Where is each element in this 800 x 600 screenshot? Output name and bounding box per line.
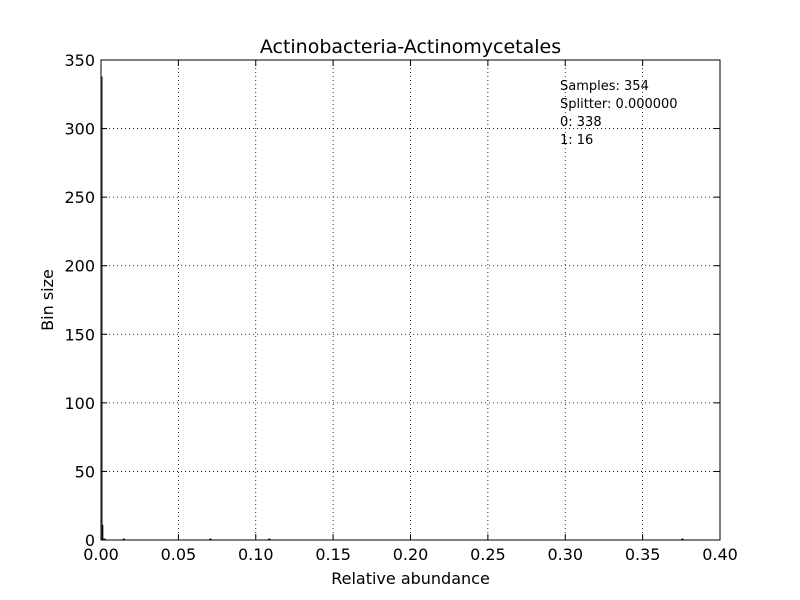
x-tick-label-8: 0.40 — [702, 545, 738, 564]
axis-ticks: 0.00 0.05 0.10 0.15 0.20 0.25 0.30 0.35 0.40 0 50 1… — [64, 51, 737, 564]
histogram-bar-6 — [681, 538, 684, 540]
x-tick-label-3: 0.15 — [315, 545, 351, 564]
y-tick-label-3: 150 — [64, 325, 95, 344]
x-tick-label-4: 0.20 — [393, 545, 429, 564]
x-tick-label-5: 0.25 — [470, 545, 506, 564]
histogram-bar-1 — [101, 524, 104, 540]
y-tick-label-4: 200 — [64, 257, 95, 276]
y-tick-label-6: 300 — [64, 120, 95, 139]
x-tick-label-1: 0.05 — [161, 545, 197, 564]
histogram-bar-5 — [268, 538, 271, 540]
y-tick-label-7: 350 — [64, 51, 95, 70]
x-tick-label-7: 0.35 — [625, 545, 661, 564]
annotation-splitter: Splitter: 0.000000 — [560, 97, 678, 112]
histogram-bar-3 — [122, 538, 125, 540]
histogram-bar-4 — [209, 538, 212, 540]
y-tick-label-1: 50 — [75, 462, 95, 481]
y-tick-label-2: 100 — [64, 394, 95, 413]
annotation-class-0: 0: 338 — [560, 115, 602, 130]
annotation-samples: Samples: 354 — [560, 79, 649, 94]
x-tick-label-0: 0.00 — [83, 545, 119, 564]
y-tick-label-0: 0 — [85, 531, 95, 550]
histogram-bar-2 — [103, 538, 106, 540]
chart-title: Actinobacteria-Actinomycetales — [260, 36, 561, 58]
annotation-class-1: 1: 16 — [560, 133, 593, 148]
x-tick-label-2: 0.10 — [238, 545, 274, 564]
y-tick-label-5: 250 — [64, 188, 95, 207]
stats-annotation: Samples: 354 Splitter: 0.000000 0: 338 1… — [560, 79, 678, 148]
x-axis-label: Relative abundance — [331, 569, 490, 588]
y-axis-label: Bin size — [38, 269, 57, 331]
x-tick-label-6: 0.30 — [547, 545, 583, 564]
